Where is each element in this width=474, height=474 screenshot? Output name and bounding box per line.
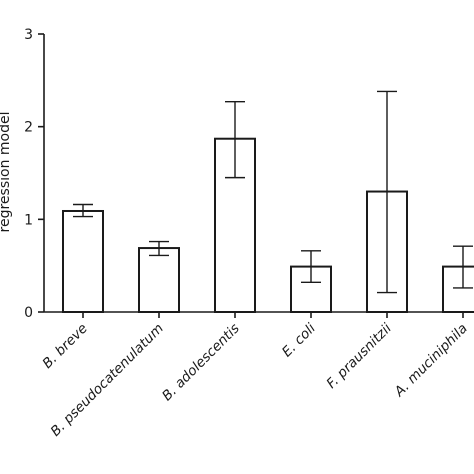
y-axis-title: regression model [0, 112, 13, 233]
x-category-label: F. prausnitzii [324, 320, 395, 391]
error-bars-group [73, 90, 473, 294]
y-tick-label: 0 [24, 305, 33, 321]
y-tick-label: 2 [24, 120, 33, 136]
y-tick-label: 3 [24, 27, 33, 43]
bar [62, 209, 104, 313]
x-category-label: E. coli [279, 320, 319, 360]
x-category-label: B. breve [40, 321, 91, 372]
bars-group [62, 137, 474, 314]
x-category-label: A. muciniphila [391, 321, 471, 401]
y-tick-labels: 0 1 2 3 [24, 27, 33, 321]
bar [442, 265, 474, 313]
y-tick-label: 1 [24, 212, 33, 228]
x-category-label: B. adolescentis [159, 321, 243, 405]
bar [138, 247, 180, 313]
